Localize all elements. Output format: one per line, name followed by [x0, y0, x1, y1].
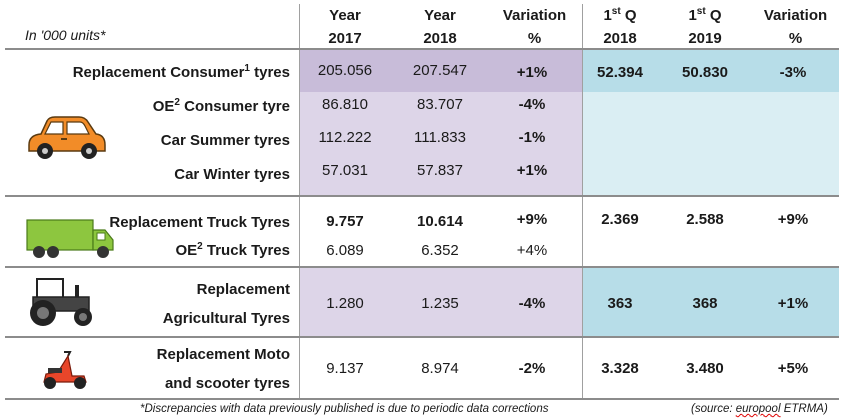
col-header-2018: Year 2018	[423, 7, 457, 47]
cell-value: 112.222	[318, 129, 372, 146]
cell-variation: +5%	[777, 360, 809, 377]
row-label-moto-2: and scooter tyres	[164, 375, 290, 392]
consumer-quarter-panel	[582, 92, 839, 195]
cell-value: 50.830	[682, 64, 728, 81]
cell-value: 1.280	[326, 295, 364, 312]
cell-variation: -3%	[779, 64, 807, 81]
units-label: In '000 units*	[25, 27, 106, 43]
cell-value: 52.394	[597, 64, 643, 81]
scooter-icon	[43, 351, 87, 389]
cell-value: 207.547	[412, 62, 468, 79]
col-header-q-variation: Variation%	[763, 7, 828, 47]
divider-quarters	[582, 4, 583, 399]
row-label-agricultural-2: Agricultural Tyres	[162, 310, 290, 327]
agri-annual-panel	[300, 268, 582, 336]
col-header-2017: Year 2017	[328, 7, 362, 47]
row-label-replacement-truck: Replacement Truck Tyres	[109, 214, 290, 231]
source-note: (source: europool ETRMA)	[691, 403, 828, 415]
cell-value: 3.328	[601, 360, 639, 377]
car-icon	[28, 116, 106, 159]
col-header-variation: Variation%	[502, 7, 567, 47]
cell-value: 6.089	[326, 242, 364, 259]
cell-variation: +9%	[777, 211, 809, 228]
cell-value: 57.837	[417, 162, 463, 179]
row-label-moto-1: Replacement Moto	[156, 346, 290, 363]
cell-variation: +9%	[516, 211, 548, 228]
footnote: *Discrepancies with data previously publ…	[140, 403, 549, 415]
row-label-oe-consumer: OE2 Consumer tyre	[152, 97, 290, 116]
rule-moto	[5, 398, 839, 400]
cell-value: 8.974	[421, 360, 459, 377]
cell-value: 86.810	[322, 96, 368, 113]
row-label-car-winter: Car Winter tyres	[174, 166, 290, 183]
cell-value: 363	[607, 295, 633, 312]
cell-variation: +4%	[516, 242, 548, 259]
cell-variation: +1%	[516, 162, 548, 179]
rule-header	[5, 48, 839, 50]
cell-value: 6.352	[421, 242, 459, 259]
cell-value: 111.833	[414, 129, 466, 146]
rule-consumer	[5, 195, 839, 197]
cell-value: 2.369	[601, 211, 639, 228]
cell-value: 83.707	[417, 96, 463, 113]
row-label-agricultural-1: Replacement	[196, 281, 290, 298]
row-label-replacement-consumer: Replacement Consumer1 tyres	[72, 63, 290, 82]
cell-variation: -4%	[518, 295, 546, 312]
cell-variation: +1%	[777, 295, 809, 312]
cell-value: 2.588	[686, 211, 724, 228]
cell-value: 10.614	[417, 213, 463, 230]
row-label-car-summer: Car Summer tyres	[160, 132, 290, 149]
rule-agri	[5, 336, 839, 338]
row-label-oe-truck: OE2 Truck Tyres	[175, 241, 290, 260]
cell-value: 9.757	[326, 213, 364, 230]
col-header-q1-2018: 1st Q 2018	[603, 6, 637, 48]
consumer-quarter-highlight	[582, 50, 839, 92]
cell-value: 9.137	[326, 360, 364, 377]
cell-variation: -4%	[518, 96, 546, 113]
cell-variation: +1%	[516, 64, 548, 81]
col-header-q1-2019: 1st Q 2019	[688, 6, 722, 48]
cell-value: 1.235	[421, 295, 459, 312]
cell-value: 57.031	[322, 162, 368, 179]
cell-value: 205.056	[317, 62, 373, 79]
cell-value: 3.480	[686, 360, 724, 377]
rule-truck	[5, 266, 839, 268]
agri-quarter-panel	[582, 268, 839, 336]
tractor-icon	[30, 278, 92, 326]
truck-icon	[26, 219, 114, 258]
cell-variation: -1%	[518, 129, 546, 146]
cell-variation: -2%	[518, 360, 546, 377]
consumer-annual-highlight	[300, 50, 582, 92]
cell-value: 368	[692, 295, 718, 312]
divider-labels	[299, 4, 300, 399]
